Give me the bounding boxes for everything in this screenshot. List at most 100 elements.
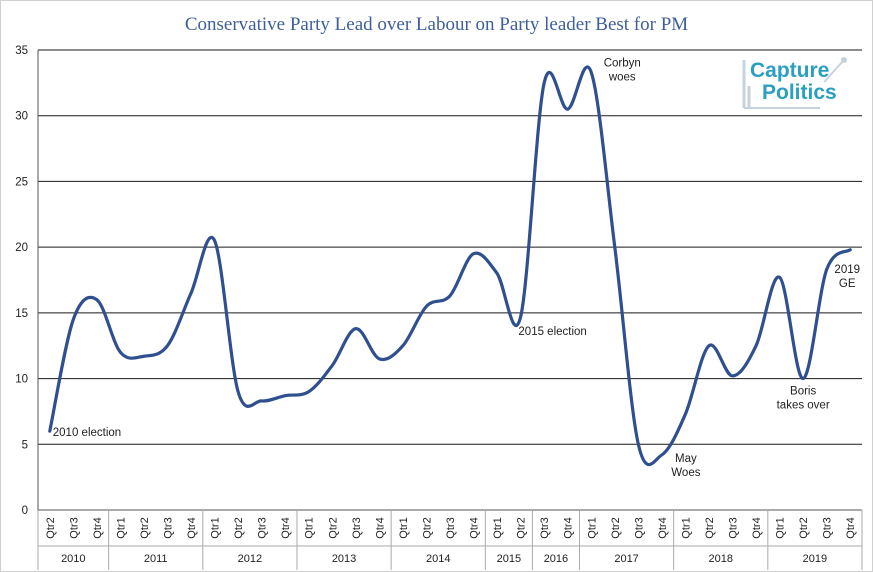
data-point	[754, 344, 758, 347]
year-label: 2017	[614, 553, 638, 565]
x-tick-label: Qtr3	[728, 517, 740, 538]
data-point	[684, 412, 687, 416]
logo-text-politics: Politics	[762, 81, 837, 104]
data-point	[778, 276, 781, 279]
data-point	[542, 81, 546, 85]
y-tick-label: 10	[15, 374, 28, 386]
y-tick-label: 25	[15, 176, 28, 188]
y-tick-label: 5	[22, 439, 28, 451]
data-point	[613, 245, 616, 249]
data-point	[566, 107, 569, 111]
x-tick-label: Qtr1	[775, 517, 787, 538]
x-tick-label: Qtr1	[304, 517, 316, 538]
x-tick-label: Qtr2	[327, 517, 339, 538]
x-tick-label: Qtr3	[68, 517, 80, 538]
x-tick-label: Qtr2	[233, 517, 245, 538]
annotation-label: 2019	[834, 264, 860, 276]
data-point	[801, 377, 805, 380]
x-tick-label: Qtr1	[398, 517, 410, 538]
x-tick-label: Qtr4	[186, 517, 198, 538]
data-point	[284, 394, 287, 397]
data-point	[731, 374, 734, 378]
annotation-label: 2010 election	[53, 427, 121, 439]
x-tick-label: Qtr4	[563, 517, 575, 538]
x-tick-label: Qtr4	[751, 517, 763, 538]
data-point	[495, 272, 499, 275]
annotation-label: 2015 election	[518, 326, 586, 338]
x-tick-label: Qtr4	[92, 517, 104, 538]
data-point	[637, 443, 640, 446]
x-tick-label: Qtr3	[539, 517, 551, 538]
data-point	[849, 248, 852, 251]
data-point	[378, 357, 381, 361]
x-tick-label: Qtr3	[257, 517, 269, 538]
x-tick-label: Qtr3	[822, 517, 834, 538]
series-line	[48, 65, 852, 467]
annotation-label: May	[675, 453, 697, 465]
data-point	[95, 298, 99, 301]
x-tick-label: Qtr1	[492, 517, 504, 538]
x-tick-label: Qtr2	[704, 517, 716, 538]
data-point	[401, 344, 405, 347]
annotation-label: Boris	[790, 386, 816, 398]
x-tick-label: Qtr3	[445, 517, 457, 538]
x-tick-label: Qtr1	[210, 517, 222, 538]
x-tick-label: Qtr4	[280, 517, 292, 538]
year-label: 2011	[144, 553, 168, 565]
data-point	[189, 291, 193, 295]
data-point	[472, 252, 475, 255]
data-point	[72, 318, 75, 321]
data-point	[48, 429, 51, 433]
x-tick-label: Qtr2	[45, 517, 57, 538]
annotation-label: Woes	[671, 467, 700, 479]
annotation-label: Corbyn	[604, 57, 641, 69]
x-tick-label: Qtr2	[421, 517, 433, 538]
data-point	[236, 390, 240, 393]
year-label: 2019	[803, 553, 827, 565]
data-point	[354, 327, 358, 330]
year-label: 2013	[332, 553, 356, 565]
data-point	[825, 268, 828, 271]
y-tick-label: 0	[22, 505, 28, 517]
data-point	[660, 453, 664, 456]
data-point	[307, 390, 310, 393]
x-tick-label: Qtr2	[516, 517, 528, 538]
data-point	[260, 399, 263, 403]
x-tick-label: Qtr2	[610, 517, 622, 538]
y-tick-label: 30	[15, 111, 28, 123]
x-tick-label: Qtr4	[374, 517, 386, 538]
data-point	[425, 305, 428, 308]
capture-politics-logo: Capture Politics	[740, 52, 852, 114]
data-point	[707, 344, 711, 347]
x-tick-label: Qtr3	[162, 517, 174, 538]
data-point	[213, 239, 216, 242]
data-point	[142, 355, 146, 358]
annotation-label: GE	[839, 278, 856, 290]
x-tick-label: Qtr2	[139, 517, 151, 538]
chart-title: Conservative Party Lead over Labour on P…	[184, 14, 689, 35]
data-point	[166, 344, 169, 347]
y-tick-label: 20	[15, 242, 28, 254]
x-tick-label: Qtr4	[469, 517, 481, 538]
data-point	[119, 351, 122, 354]
data-point	[331, 364, 334, 367]
x-tick-label: Qtr3	[351, 517, 363, 538]
logo-text-capture: Capture	[750, 59, 830, 82]
x-tick-label: Qtr4	[845, 517, 857, 538]
x-tick-label: Qtr1	[586, 517, 598, 538]
year-label: 2010	[61, 553, 85, 565]
x-tick-label: Qtr1	[680, 517, 692, 538]
y-tick-label: 35	[15, 45, 28, 57]
data-point	[448, 294, 452, 297]
year-label: 2016	[544, 553, 568, 565]
x-tick-label: Qtr2	[798, 517, 810, 538]
x-tick-label: Qtr1	[115, 517, 127, 538]
year-label: 2018	[709, 553, 733, 565]
x-tick-label: Qtr4	[657, 517, 669, 538]
year-label: 2012	[238, 553, 262, 565]
x-tick-label: Qtr3	[633, 517, 645, 538]
data-point	[519, 315, 522, 318]
annotation-label: woes	[608, 71, 636, 83]
y-tick-label: 15	[15, 308, 28, 320]
